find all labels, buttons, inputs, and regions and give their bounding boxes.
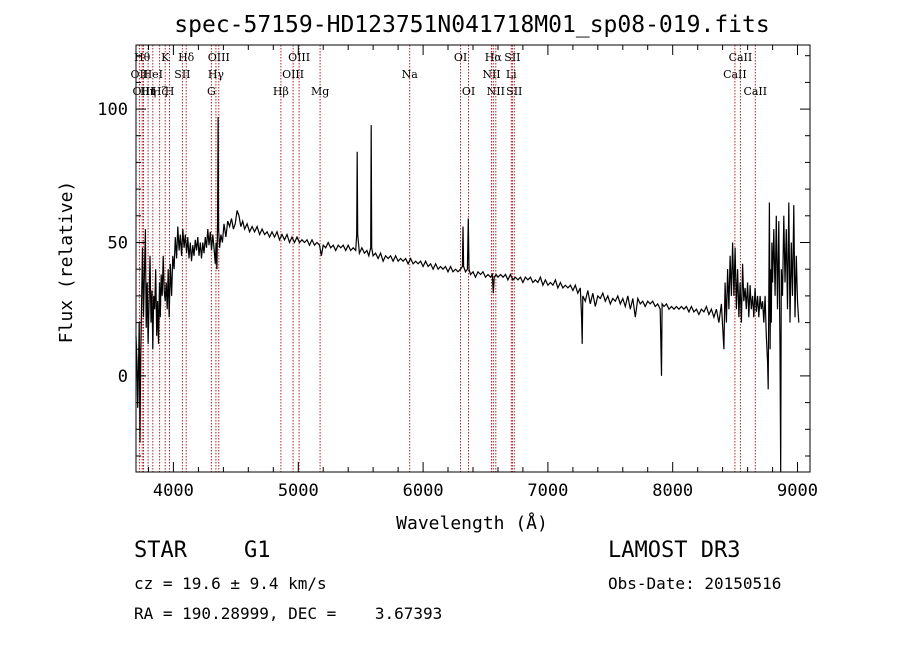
observation-date: Obs-Date: 20150516 [608,574,782,593]
y-axis-label: Flux (relative) [56,181,77,344]
line-label-15: OIII [288,51,310,64]
line-label-3: Hη [140,85,156,98]
line-label-25: SII [506,85,522,98]
spectral-line-markers [138,45,756,472]
line-label-5: Hζ [152,85,168,98]
survey-name: LAMOST DR3 [608,538,741,563]
line-label-9: Hδ [178,51,195,64]
line-label-11: Hγ [208,68,225,81]
x-axis: 4000 5000 6000 7000 8000 9000 [148,45,818,501]
line-label-7: H [165,85,175,98]
plot-frame [135,44,811,473]
line-label-21: Hα [485,51,503,64]
line-label-16: Mg [311,85,329,98]
y-tick-label-50: 50 [108,234,128,254]
y-tick-label-100: 100 [97,100,128,120]
line-label-13: Hβ [273,85,289,98]
x-tick-label-8000: 8000 [652,481,693,501]
line-label-28: CaII [743,85,767,98]
redshift-value: cz = 19.6 ± 9.4 km/s [134,574,327,593]
subclass: G1 [244,538,271,563]
line-label-0: OII [131,68,149,81]
chart-title: spec-57159-HD123751N041718M01_sp08-019.f… [174,12,769,38]
y-tick-label-0: 0 [118,367,128,387]
x-tick-label-9000: 9000 [777,481,818,501]
coordinates: RA = 190.28999, DEC = 3.67393 [134,604,443,623]
line-label-6: K [161,51,170,64]
line-label-24: SII [504,51,520,64]
line-label-17: Na [402,68,419,81]
y-axis: 0 50 100 [97,55,810,457]
line-label-26: CaII [723,68,747,81]
line-label-14: OIII [282,68,304,81]
line-label-19: OI [462,85,475,98]
flux-series-line [135,117,800,473]
line-label-23: Li [506,68,517,81]
line-label-12: OIII [208,51,230,64]
x-axis-label: Wavelength (Å) [396,512,548,534]
line-label-20: NII [482,68,500,81]
line-label-1: Hθ [134,51,151,64]
line-label-4: HeI [143,68,163,81]
x-tick-label-4000: 4000 [153,481,194,501]
x-tick-label-7000: 7000 [527,481,568,501]
line-label-22: NII [487,85,505,98]
object-class: STAR [134,538,187,563]
x-tick-label-6000: 6000 [403,481,444,501]
line-label-8: SII [174,68,190,81]
x-tick-label-5000: 5000 [278,481,319,501]
line-label-10: G [207,85,216,98]
line-label-2: OIII [132,85,154,98]
spectral-line-labels: OIIHθOIIIHηHeIHζKHSIIHδGHγOIIIHβOIIIOIII… [131,51,768,98]
line-label-18: OI [454,51,467,64]
line-label-27: CaII [729,51,753,64]
